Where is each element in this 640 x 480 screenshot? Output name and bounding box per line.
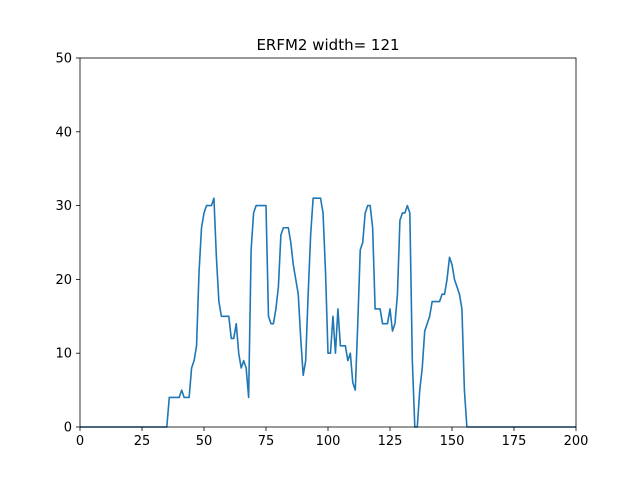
x-tick-label: 0 — [76, 434, 84, 449]
x-tick-label: 50 — [196, 434, 213, 449]
x-tick-label: 100 — [316, 434, 341, 449]
y-axis: 0 10 20 30 40 50 — [55, 52, 80, 436]
x-tick-label: 175 — [502, 434, 527, 449]
x-tick-label: 125 — [378, 434, 403, 449]
x-tick-label: 25 — [134, 434, 151, 449]
x-tick-label: 200 — [564, 434, 589, 449]
x-tick-label: 75 — [258, 434, 275, 449]
plot-area — [80, 197, 576, 428]
series-line-0 — [80, 197, 576, 428]
x-axis: 0 25 50 75 100 125 150 175 200 — [76, 427, 589, 449]
x-tick-label: 150 — [440, 434, 465, 449]
y-tick-label: 20 — [55, 273, 72, 288]
chart-title: ERFM2 width= 121 — [256, 36, 399, 54]
y-tick-label: 30 — [55, 199, 72, 214]
y-tick-label: 10 — [55, 347, 72, 362]
y-tick-label: 0 — [64, 421, 72, 436]
y-tick-label: 40 — [55, 125, 72, 140]
y-tick-label: 50 — [55, 52, 72, 67]
